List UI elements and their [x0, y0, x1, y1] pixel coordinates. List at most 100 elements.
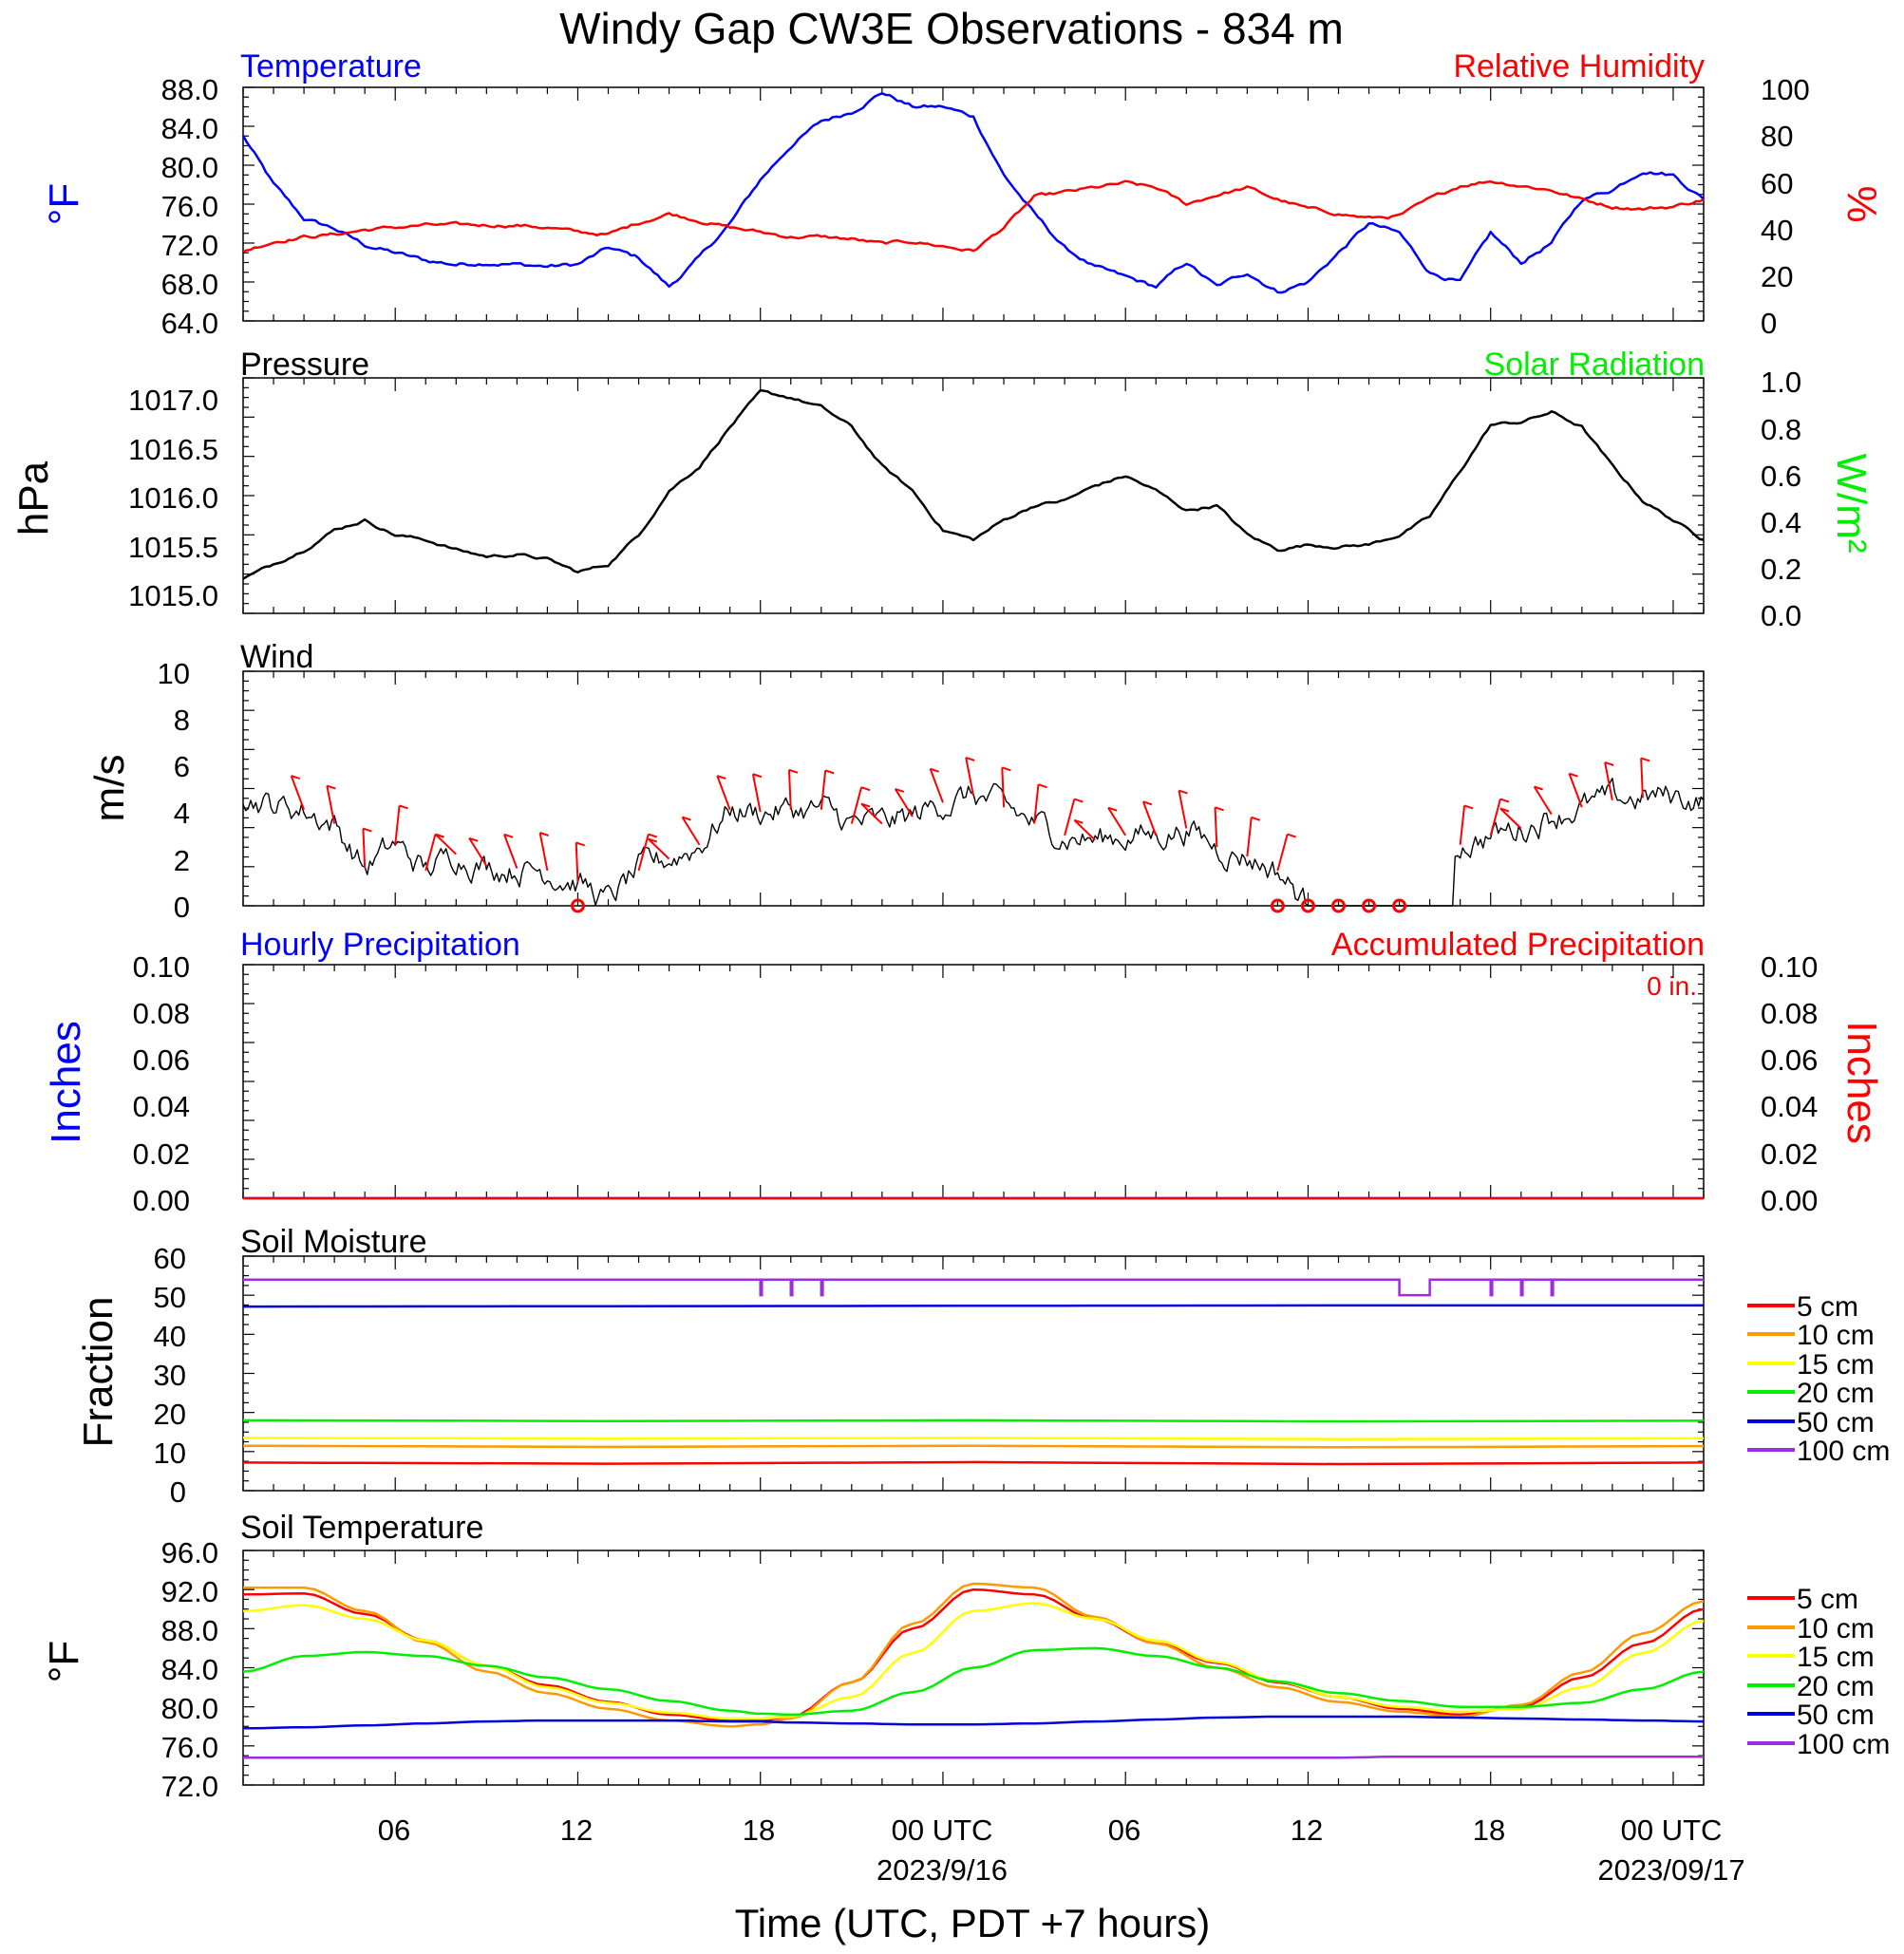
soil-moisture-plot-area: [242, 1255, 1705, 1492]
y2-tick-label: 20: [1761, 260, 1793, 293]
pressure-unit: hPa: [10, 460, 57, 535]
y2-tick-label: 0.10: [1761, 950, 1818, 984]
series-line-relative-humidity: [242, 179, 1705, 254]
wind-barb: [751, 774, 762, 813]
wind-left-ticks: 10 8 6 4 2 0: [158, 657, 190, 924]
y2-tick-label: 0: [1761, 307, 1777, 340]
y-tick-label: 1016.5: [128, 433, 218, 466]
wind-plot-area: [242, 670, 1705, 913]
soil-temperature-panel: Soil Temperature °F 96.0 92.0 88.0 84.0 …: [41, 1510, 1890, 1803]
wind-barb: [538, 832, 549, 872]
y-tick-label: 1016.0: [128, 481, 218, 515]
wind-barb-flag: [648, 833, 658, 838]
wind-barb-flag: [539, 832, 549, 836]
y-tick-label: 64.0: [161, 307, 218, 340]
humidity-unit: %: [1838, 185, 1885, 222]
wind-barb-flag: [682, 816, 691, 821]
wind-barb-flag: [1604, 761, 1614, 766]
soil-moisture-panel: Soil Moisture Fraction 60 50 40 30 20 10…: [75, 1224, 1890, 1509]
x-tick-label: 12: [560, 1813, 593, 1847]
y-tick-label: 2: [174, 844, 190, 877]
y-tick-label: 96.0: [161, 1536, 218, 1569]
wind-barb-flag: [363, 827, 372, 833]
solar-title: Solar Radiation: [1484, 347, 1705, 383]
plot-frame: [242, 964, 1705, 1199]
wind-barb-flag: [1142, 800, 1153, 806]
y-tick-label: 1015.0: [128, 579, 218, 612]
legend-label: 5 cm: [1797, 1584, 1858, 1615]
wind-barb: [1073, 819, 1096, 841]
legend-label: 10 cm: [1797, 1613, 1875, 1644]
legend-label: 5 cm: [1797, 1291, 1858, 1323]
temperature-panel: Temperature Relative Humidity °F % 88.0 …: [41, 48, 1885, 340]
series-line-wind-speed: [242, 778, 1705, 907]
wind-barb: [290, 775, 306, 811]
wind-barb: [894, 788, 914, 817]
legend-label: 50 cm: [1797, 1700, 1875, 1731]
wind-barb: [1214, 807, 1218, 848]
y-tick-label: 84.0: [161, 1653, 218, 1686]
soil-moisture-title: Soil Moisture: [240, 1224, 427, 1260]
y-tick-label: 68.0: [161, 268, 218, 301]
x-date-label: 2023/9/16: [877, 1853, 1008, 1887]
wind-unit: m/s: [86, 755, 133, 822]
series-line-pressure: [242, 388, 1705, 580]
y2-tick-label: 0.0: [1761, 599, 1801, 632]
series-line-temperature: [241, 92, 1705, 294]
y2-tick-label: 0.8: [1761, 413, 1801, 446]
x-tick-label: 06: [378, 1813, 410, 1847]
series-line-5-cm: [242, 1460, 1705, 1466]
calm-wind-marker: [1331, 898, 1346, 913]
calm-wind-marker: [570, 898, 585, 913]
y-tick-label: 10: [154, 1437, 186, 1470]
wind-barb-flag: [575, 841, 586, 847]
wind-barb-flag: [930, 767, 939, 773]
series-line-100cm: [243, 1278, 1704, 1297]
wind-barb: [648, 837, 670, 860]
y-tick-label: 50: [154, 1281, 186, 1314]
legend-label: 10 cm: [1797, 1320, 1875, 1351]
wind-barb-flag: [824, 769, 835, 775]
wind-barb-flag: [291, 775, 301, 780]
wind-barb-flag: [327, 784, 336, 790]
wind-barb-flag: [1640, 757, 1650, 762]
soil-temperature-left-ticks: 96.0 92.0 88.0 84.0 80.0 76.0 72.0: [161, 1536, 218, 1803]
wind-barb: [1533, 785, 1553, 816]
y-tick-label: 72.0: [161, 1770, 218, 1803]
wind-barb: [1033, 784, 1040, 824]
pressure-plot-area: [242, 377, 1705, 614]
plot-frame: [242, 1255, 1705, 1492]
y-tick-label: 6: [174, 750, 190, 783]
wind-barb: [860, 802, 883, 825]
wind-barb-flag: [1499, 807, 1510, 813]
accum-precip-value: 0 in.: [1647, 971, 1697, 1001]
solar-unit: W/m²: [1828, 453, 1875, 553]
accum-precip-title: Accumulated Precipitation: [1331, 927, 1705, 963]
y2-tick-label: 0.04: [1761, 1090, 1818, 1123]
series-line-20-cm: [242, 1419, 1705, 1423]
y-tick-label: 0.06: [133, 1043, 190, 1077]
soil-temperature-plot-area: [242, 1550, 1705, 1786]
x-tick-label: 06: [1108, 1813, 1141, 1847]
y-tick-label: 20: [154, 1398, 186, 1431]
wind-barb-flag: [648, 837, 658, 843]
wind-barb: [681, 817, 701, 846]
y-tick-label: 80.0: [161, 1692, 218, 1725]
wind-panel: Wind m/s 10 8 6 4 2 0: [86, 639, 1705, 924]
y-tick-label: 0: [170, 1475, 186, 1509]
wind-barb-flag: [435, 833, 444, 838]
pressure-left-ticks: 1017.0 1016.5 1016.0 1015.5 1015.0: [128, 384, 218, 612]
wind-barb-flag: [895, 788, 905, 793]
wind-barb: [394, 805, 401, 845]
y-tick-label: 72.0: [161, 229, 218, 262]
y-tick-label: 0.00: [133, 1184, 190, 1217]
wind-barb-flag: [1215, 806, 1224, 812]
y-tick-label: 80.0: [161, 151, 218, 184]
wind-barb: [1107, 807, 1127, 836]
wind-barb: [637, 834, 650, 872]
legend-label: 15 cm: [1797, 1642, 1875, 1673]
y-tick-label: 30: [154, 1359, 186, 1392]
wind-barb: [716, 775, 731, 811]
y2-tick-label: 60: [1761, 167, 1793, 200]
wind-barb-flag: [1178, 789, 1188, 795]
